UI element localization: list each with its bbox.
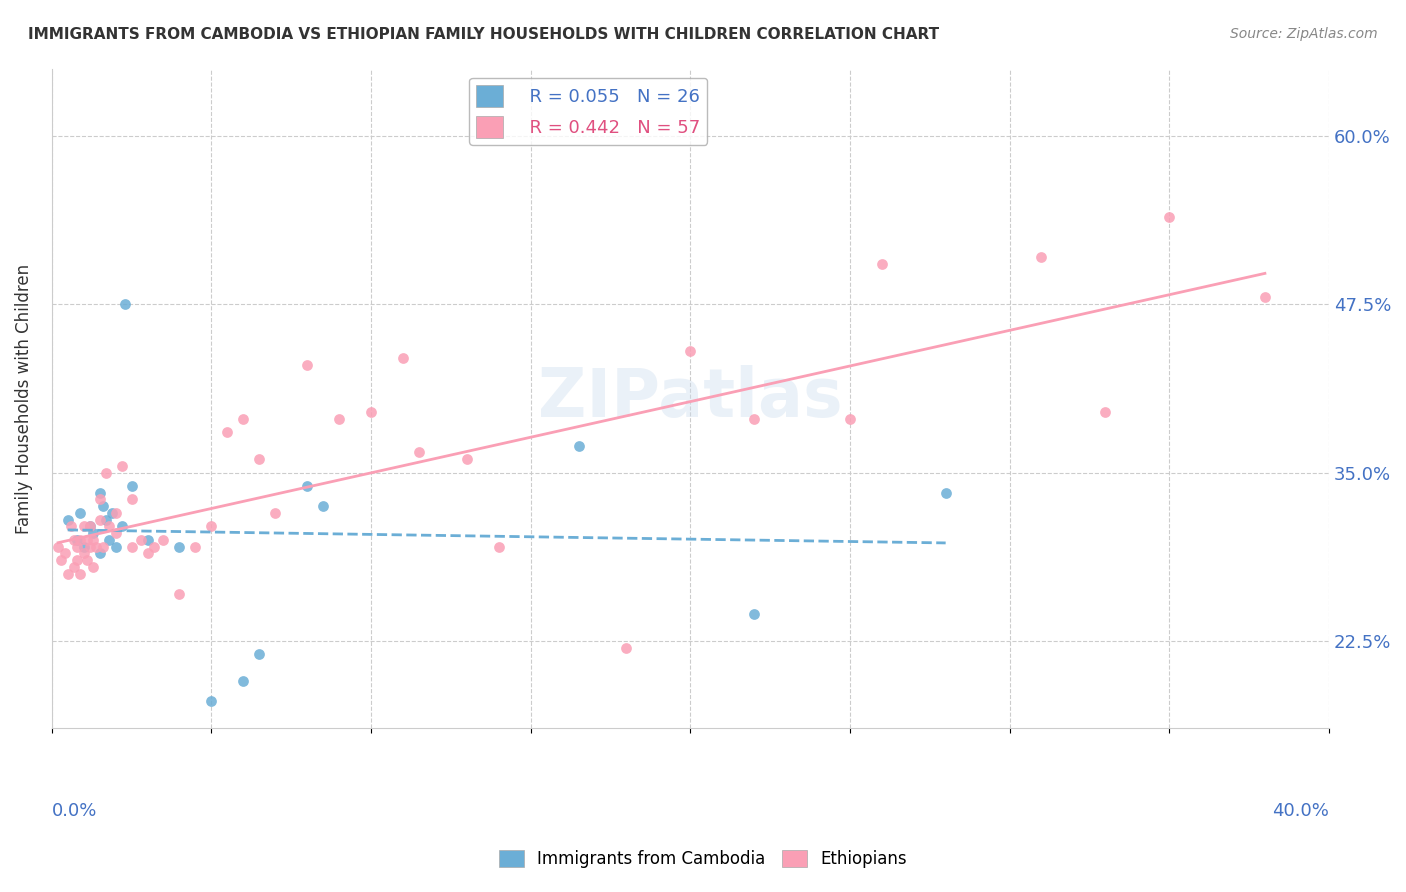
Point bbox=[94, 466, 117, 480]
Point bbox=[69, 533, 91, 547]
Point bbox=[1031, 250, 1053, 264]
Point bbox=[360, 405, 382, 419]
Point bbox=[264, 506, 287, 520]
Point bbox=[98, 533, 121, 547]
Point bbox=[89, 513, 111, 527]
Point bbox=[1094, 405, 1116, 419]
Point bbox=[295, 358, 318, 372]
Point bbox=[56, 513, 79, 527]
Point bbox=[104, 540, 127, 554]
Point bbox=[63, 559, 86, 574]
Point bbox=[51, 553, 73, 567]
Point bbox=[136, 533, 159, 547]
Point bbox=[91, 540, 114, 554]
Point bbox=[1159, 210, 1181, 224]
Point bbox=[89, 485, 111, 500]
Text: IMMIGRANTS FROM CAMBODIA VS ETHIOPIAN FAMILY HOUSEHOLDS WITH CHILDREN CORRELATIO: IMMIGRANTS FROM CAMBODIA VS ETHIOPIAN FA… bbox=[28, 27, 939, 42]
Point bbox=[94, 513, 117, 527]
Point bbox=[838, 411, 860, 425]
Point bbox=[456, 452, 478, 467]
Point bbox=[66, 533, 89, 547]
Point bbox=[121, 492, 143, 507]
Point bbox=[73, 519, 96, 533]
Point bbox=[104, 506, 127, 520]
Point bbox=[56, 566, 79, 581]
Point bbox=[76, 533, 98, 547]
Text: 0.0%: 0.0% bbox=[52, 803, 97, 821]
Point bbox=[1254, 290, 1277, 304]
Point bbox=[295, 479, 318, 493]
Point bbox=[169, 587, 191, 601]
Point bbox=[184, 540, 207, 554]
Text: 40.0%: 40.0% bbox=[1272, 803, 1329, 821]
Text: ZIPatlas: ZIPatlas bbox=[538, 366, 842, 432]
Point bbox=[870, 257, 893, 271]
Point bbox=[89, 546, 111, 560]
Point bbox=[742, 411, 765, 425]
Point bbox=[232, 411, 254, 425]
Legend: Immigrants from Cambodia, Ethiopians: Immigrants from Cambodia, Ethiopians bbox=[492, 843, 914, 875]
Point bbox=[76, 553, 98, 567]
Point bbox=[169, 540, 191, 554]
Point bbox=[121, 540, 143, 554]
Point bbox=[73, 546, 96, 560]
Point bbox=[63, 533, 86, 547]
Point bbox=[69, 506, 91, 520]
Point bbox=[152, 533, 174, 547]
Point bbox=[59, 519, 82, 533]
Point bbox=[247, 648, 270, 662]
Point bbox=[217, 425, 239, 439]
Point bbox=[53, 546, 76, 560]
Point bbox=[328, 411, 350, 425]
Point bbox=[104, 526, 127, 541]
Point bbox=[79, 519, 101, 533]
Point bbox=[142, 540, 165, 554]
Point bbox=[392, 351, 415, 365]
Point bbox=[46, 540, 69, 554]
Point bbox=[86, 540, 108, 554]
Point bbox=[98, 519, 121, 533]
Point bbox=[82, 559, 104, 574]
Point bbox=[742, 607, 765, 621]
Point bbox=[114, 297, 136, 311]
Point bbox=[101, 506, 124, 520]
Point bbox=[69, 566, 91, 581]
Legend:   R = 0.055   N = 26,   R = 0.442   N = 57: R = 0.055 N = 26, R = 0.442 N = 57 bbox=[470, 78, 707, 145]
Point bbox=[247, 452, 270, 467]
Point bbox=[91, 499, 114, 513]
Point bbox=[232, 674, 254, 689]
Point bbox=[82, 533, 104, 547]
Point bbox=[679, 344, 702, 359]
Point bbox=[567, 439, 589, 453]
Text: Source: ZipAtlas.com: Source: ZipAtlas.com bbox=[1230, 27, 1378, 41]
Point bbox=[79, 519, 101, 533]
Point bbox=[312, 499, 335, 513]
Point bbox=[121, 479, 143, 493]
Point bbox=[408, 445, 430, 459]
Point bbox=[66, 540, 89, 554]
Point bbox=[66, 553, 89, 567]
Point bbox=[616, 640, 638, 655]
Point bbox=[111, 519, 134, 533]
Point bbox=[111, 458, 134, 473]
Point bbox=[935, 485, 957, 500]
Point bbox=[200, 519, 222, 533]
Point bbox=[79, 540, 101, 554]
Point bbox=[129, 533, 152, 547]
Point bbox=[73, 540, 96, 554]
Point bbox=[89, 492, 111, 507]
Point bbox=[200, 694, 222, 708]
Y-axis label: Family Households with Children: Family Households with Children bbox=[15, 263, 32, 533]
Point bbox=[136, 546, 159, 560]
Point bbox=[82, 526, 104, 541]
Point bbox=[488, 540, 510, 554]
